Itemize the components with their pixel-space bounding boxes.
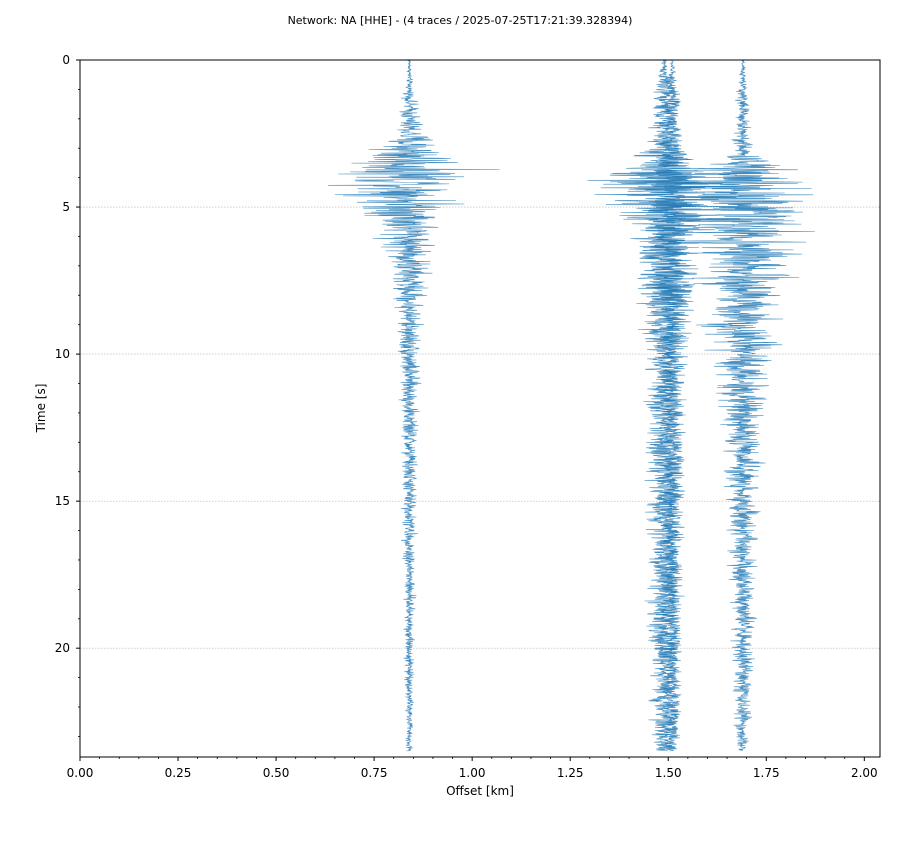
trace-line-1 [327,59,500,752]
y-axis: 0 5 10 15 20 [55,53,80,737]
x-axis-label: Offset [km] [446,784,514,798]
x-tick-label: 2.00 [851,766,878,780]
y-tick-label: 20 [55,641,70,655]
grid-lines [80,206,880,649]
x-tick-label: 1.00 [459,766,486,780]
x-tick-label: 0.00 [67,766,94,780]
x-axis: 0.00 0.25 0.50 0.75 1.00 1.25 1.50 1.75 2.00 [67,757,878,780]
x-tick-label: 0.25 [165,766,192,780]
y-tick-label: 15 [55,494,70,508]
x-tick-label: 1.25 [557,766,584,780]
chart-title: Network: NA [HHE] - (4 traces / 2025-07-… [287,14,633,27]
trace-line-4 [654,59,815,752]
trace-lines [327,59,815,752]
y-tick-label: 0 [62,53,70,67]
y-axis-label: Time [s] [34,384,48,434]
x-tick-label: 0.75 [361,766,388,780]
plot-frame [79,59,881,758]
x-tick-label: 0.50 [263,766,290,780]
trace-line-3 [634,59,709,752]
y-tick-label: 10 [55,347,70,361]
trace-line-2 [587,59,737,752]
y-tick-label: 5 [62,200,70,214]
x-tick-label: 1.50 [655,766,682,780]
x-tick-label: 1.75 [753,766,780,780]
